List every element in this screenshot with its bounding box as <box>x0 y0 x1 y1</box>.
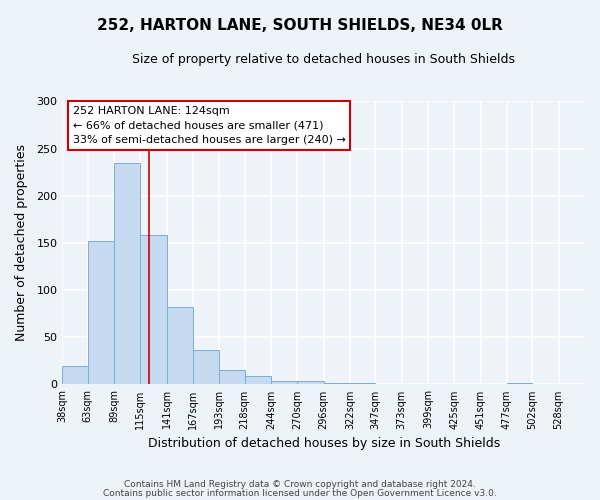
Title: Size of property relative to detached houses in South Shields: Size of property relative to detached ho… <box>132 52 515 66</box>
Bar <box>140 236 167 384</box>
Bar <box>62 366 88 384</box>
Bar <box>220 370 245 384</box>
Text: 252 HARTON LANE: 124sqm
← 66% of detached houses are smaller (471)
33% of semi-d: 252 HARTON LANE: 124sqm ← 66% of detache… <box>73 106 346 145</box>
Bar <box>271 380 298 384</box>
Bar <box>245 376 271 384</box>
Bar <box>167 307 193 384</box>
X-axis label: Distribution of detached houses by size in South Shields: Distribution of detached houses by size … <box>148 437 500 450</box>
Bar <box>114 162 140 384</box>
Bar <box>88 241 114 384</box>
Bar <box>298 380 323 384</box>
Text: Contains public sector information licensed under the Open Government Licence v3: Contains public sector information licen… <box>103 488 497 498</box>
Text: 252, HARTON LANE, SOUTH SHIELDS, NE34 0LR: 252, HARTON LANE, SOUTH SHIELDS, NE34 0L… <box>97 18 503 32</box>
Text: Contains HM Land Registry data © Crown copyright and database right 2024.: Contains HM Land Registry data © Crown c… <box>124 480 476 489</box>
Y-axis label: Number of detached properties: Number of detached properties <box>15 144 28 342</box>
Bar <box>193 350 220 384</box>
